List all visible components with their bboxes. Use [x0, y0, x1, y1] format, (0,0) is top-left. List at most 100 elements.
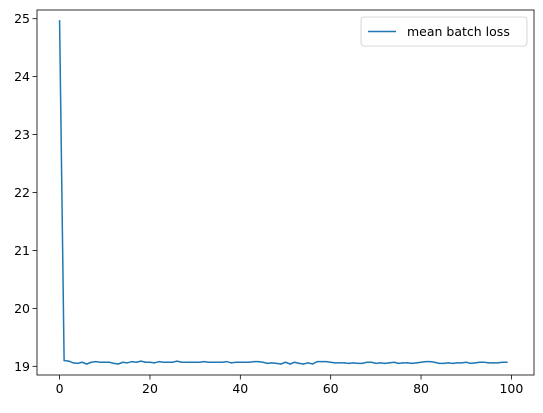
data-point — [438, 362, 440, 365]
data-point — [176, 360, 178, 362]
data-point — [99, 361, 101, 363]
data-point — [271, 362, 273, 364]
data-point — [216, 361, 219, 363]
data-point — [171, 361, 174, 363]
data-point — [506, 361, 508, 363]
data-point — [302, 363, 305, 365]
data-point — [343, 362, 345, 364]
data-point — [488, 362, 490, 364]
data-point — [424, 360, 427, 363]
plot-frame — [36, 9, 535, 376]
y-axis: 19 20 21 22 23 24 25 — [14, 11, 37, 374]
data-point — [479, 361, 481, 363]
data-point — [131, 360, 133, 363]
data-point — [149, 361, 151, 363]
data-point — [85, 363, 88, 365]
data-point — [108, 361, 111, 363]
data-point — [465, 361, 467, 363]
data-point — [257, 360, 260, 363]
data-point — [253, 360, 255, 363]
data-point — [316, 360, 318, 363]
data-point — [104, 361, 106, 363]
data-point — [235, 361, 237, 363]
y-tick-label: 20 — [14, 301, 30, 316]
data-point — [113, 362, 115, 365]
data-point — [207, 361, 210, 363]
y-tick-label: 23 — [14, 127, 30, 142]
data-point — [203, 360, 205, 363]
data-point — [366, 361, 368, 363]
data-point — [307, 362, 309, 364]
data-point — [497, 362, 499, 364]
data-point — [402, 362, 404, 364]
data-point — [348, 362, 350, 365]
x-axis: 0 20 40 60 80 100 — [56, 375, 523, 396]
y-tick-label: 25 — [14, 11, 30, 26]
y-tick-label: 22 — [14, 185, 30, 200]
data-point — [375, 362, 377, 365]
data-point — [379, 362, 382, 364]
data-point — [293, 361, 296, 363]
x-tick-label: 0 — [56, 381, 64, 396]
data-point — [429, 360, 431, 363]
data-point — [388, 362, 391, 364]
data-point — [501, 361, 504, 363]
data-point — [311, 363, 314, 365]
data-point — [162, 361, 165, 363]
x-tick-label: 80 — [413, 381, 429, 396]
x-tick-label: 100 — [499, 381, 523, 396]
data-point — [135, 361, 138, 363]
data-point — [158, 360, 160, 363]
data-point — [244, 361, 246, 363]
data-point — [397, 362, 400, 365]
data-point — [384, 362, 386, 365]
legend-box — [360, 16, 528, 47]
data-point — [370, 361, 373, 363]
plot-area — [37, 10, 534, 375]
data-point — [266, 362, 269, 365]
data-point — [284, 361, 287, 363]
data-point — [144, 361, 147, 363]
y-tick-label: 19 — [14, 359, 30, 374]
data-point — [406, 362, 409, 364]
data-point — [470, 362, 472, 365]
legend-label-mean-batch-loss: mean batch loss — [407, 24, 510, 39]
data-point — [194, 361, 196, 363]
data-point — [76, 362, 79, 365]
data-point — [90, 361, 92, 363]
data-point — [442, 362, 445, 365]
y-tick-label: 24 — [14, 69, 30, 84]
data-point — [492, 362, 495, 364]
data-point — [280, 363, 282, 365]
data-point — [451, 362, 454, 365]
data-point — [180, 361, 183, 363]
series-line-0 — [58, 20, 508, 365]
data-point — [329, 361, 332, 363]
data-point — [230, 362, 233, 364]
data-point — [212, 361, 214, 363]
data-point — [352, 362, 355, 364]
x-tick-label: 60 — [323, 381, 339, 396]
data-point — [415, 362, 418, 364]
data-point — [248, 361, 251, 363]
data-point — [262, 361, 264, 363]
series-layer — [58, 20, 508, 365]
data-point — [460, 362, 463, 364]
data-point — [72, 362, 74, 364]
x-tick-label: 20 — [142, 381, 158, 396]
data-point — [456, 362, 458, 364]
data-point — [325, 360, 327, 363]
data-point — [334, 362, 336, 364]
data-point — [140, 360, 142, 362]
data-point — [94, 360, 97, 363]
data-point — [239, 361, 242, 363]
data-point — [338, 362, 341, 364]
data-point — [63, 359, 65, 362]
data-point — [361, 362, 364, 365]
data-point — [122, 361, 124, 363]
data-point — [289, 363, 291, 365]
data-point — [298, 362, 300, 365]
data-point — [357, 362, 359, 365]
data-point — [81, 361, 83, 363]
